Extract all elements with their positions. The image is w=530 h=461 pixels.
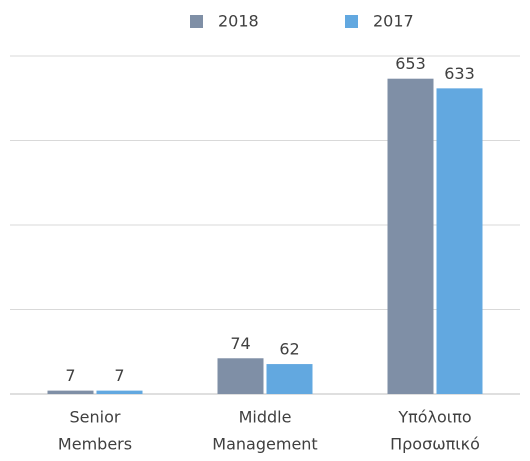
legend-swatch bbox=[190, 15, 203, 28]
x-tick-label: Middle bbox=[239, 408, 292, 427]
legend-label: 2018 bbox=[218, 12, 259, 31]
x-tick-label: Members bbox=[58, 435, 132, 454]
x-tick-label: Senior bbox=[70, 408, 121, 427]
legend-label: 2017 bbox=[373, 12, 414, 31]
value-label: 653 bbox=[395, 54, 426, 73]
x-tick-label: Προσωπικό bbox=[390, 435, 480, 454]
value-label: 633 bbox=[444, 64, 475, 83]
x-tick-label: Υπόλοιπο bbox=[397, 408, 471, 427]
value-label: 74 bbox=[230, 334, 250, 353]
legend-swatch bbox=[345, 15, 358, 28]
bar bbox=[387, 78, 434, 395]
value-label: 62 bbox=[279, 340, 299, 359]
bar bbox=[436, 88, 483, 394]
value-label: 7 bbox=[65, 366, 75, 385]
bar bbox=[266, 364, 313, 394]
x-tick-label: Management bbox=[212, 435, 317, 454]
bar bbox=[47, 390, 94, 394]
value-label: 7 bbox=[114, 366, 124, 385]
bar bbox=[217, 358, 264, 394]
bar bbox=[96, 390, 143, 394]
